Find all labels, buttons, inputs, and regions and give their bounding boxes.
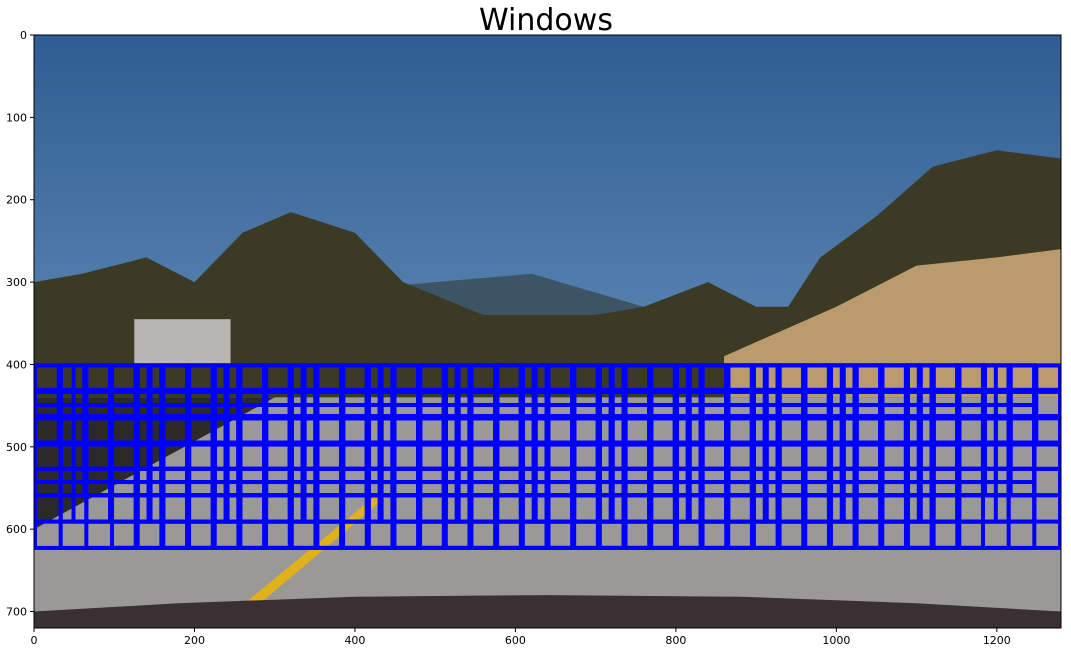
- y-axis: 0 100 200 300 400 500 600 700: [6, 29, 34, 619]
- plot-area: [34, 35, 1061, 628]
- plot-frame: [33, 34, 1062, 629]
- x-axis: 0 200 400 600 800 1000 1200: [31, 628, 1011, 647]
- y-tick-label: 700: [6, 606, 27, 619]
- x-tick-label: 800: [665, 634, 686, 647]
- car-hood: [34, 595, 1061, 628]
- search-window: [957, 442, 1061, 550]
- x-tick-label: 400: [344, 634, 365, 647]
- right-hillside: [724, 249, 1061, 398]
- y-tick-label: 200: [6, 194, 27, 207]
- y-tick-label: 100: [6, 111, 27, 124]
- overhead-sign: [134, 319, 231, 365]
- y-tick-label: 0: [20, 29, 27, 42]
- y-tick-label: 300: [6, 276, 27, 289]
- x-tick-label: 1200: [983, 634, 1011, 647]
- x-tick-label: 0: [31, 634, 38, 647]
- lane-line: [222, 496, 387, 622]
- chart-title: Windows: [479, 3, 613, 38]
- sliding-windows-overlay: [34, 363, 1061, 550]
- x-tick-label: 600: [505, 634, 526, 647]
- x-tick-label: 1000: [822, 634, 850, 647]
- x-tick-label: 200: [184, 634, 205, 647]
- y-tick-label: 500: [6, 441, 27, 454]
- y-tick-label: 600: [6, 523, 27, 536]
- y-tick-label: 400: [6, 358, 27, 371]
